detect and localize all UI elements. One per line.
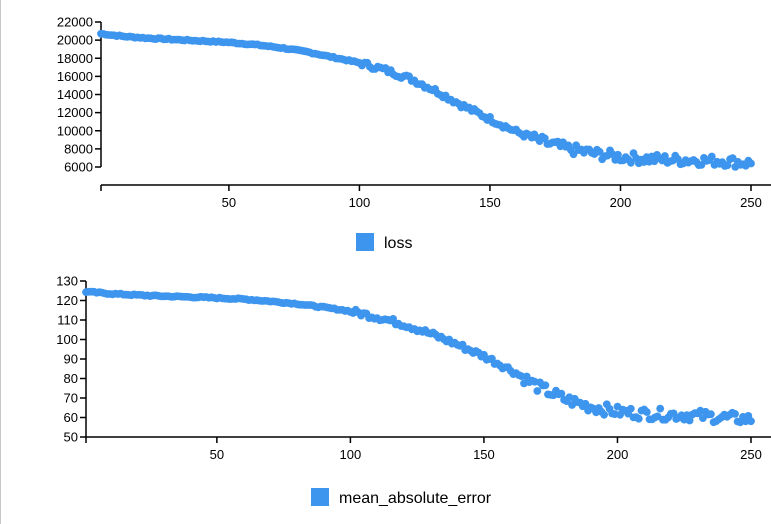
x-tick-label: 250 — [740, 447, 762, 462]
legend-swatch — [311, 488, 329, 506]
data-point — [707, 410, 715, 419]
data-point — [533, 387, 542, 395]
y-tick-label: 22000 — [57, 15, 93, 30]
data-point — [642, 408, 651, 416]
data-point — [747, 417, 755, 426]
y-tick-label: 12000 — [57, 105, 93, 120]
data-point — [723, 161, 732, 170]
data-point — [685, 416, 694, 425]
y-tick-label: 60 — [64, 410, 78, 425]
y-tick-label: 50 — [64, 430, 78, 445]
legend: mean_absolute_error — [311, 488, 492, 507]
y-tick-label: 10000 — [57, 123, 93, 138]
chart-mae: 50 60 70 80 90 100 110 120 130 50 100 150 200 250 mean… — [56, 274, 771, 507]
x-tick-label: 50 — [222, 195, 236, 210]
y-axis: 50 60 70 80 90 100 110 120 130 — [56, 274, 87, 445]
y-tick-label: 130 — [56, 274, 78, 289]
y-tick-label: 16000 — [57, 69, 93, 84]
x-axis: 50 100 150 200 250 — [100, 184, 771, 210]
data-point — [634, 414, 643, 423]
y-tick-label: 100 — [56, 332, 78, 347]
x-tick-label: 100 — [340, 447, 362, 462]
y-tick-label: 120 — [56, 293, 78, 308]
y-tick-label: 90 — [64, 352, 78, 367]
data-point — [747, 159, 755, 168]
y-tick-label: 80 — [64, 371, 78, 386]
data-point — [595, 147, 604, 156]
chart-loss: 6000 8000 10000 12000 14000 16000 18000 20000 22… — [57, 15, 771, 252]
series-loss — [97, 29, 755, 171]
y-tick-label: 8000 — [64, 141, 93, 156]
series-mae — [82, 287, 755, 427]
data-point — [661, 152, 669, 160]
x-axis: 50 100 150 200 250 — [85, 436, 771, 462]
y-tick-label: 70 — [64, 391, 78, 406]
data-point — [626, 404, 635, 413]
data-point — [627, 158, 635, 167]
x-tick-label: 250 — [740, 195, 762, 210]
x-tick-label: 200 — [607, 447, 629, 462]
legend-label: loss — [384, 235, 412, 252]
x-tick-label: 50 — [210, 447, 224, 462]
y-tick-label: 14000 — [57, 87, 93, 102]
x-tick-label: 150 — [473, 447, 495, 462]
y-tick-label: 20000 — [57, 33, 93, 48]
data-point — [731, 410, 739, 418]
legend-label: mean_absolute_error — [339, 490, 492, 507]
x-tick-label: 200 — [610, 195, 632, 210]
data-point — [656, 404, 665, 413]
data-point — [557, 389, 566, 398]
x-tick-label: 100 — [349, 195, 371, 210]
y-tick-label: 110 — [57, 313, 78, 328]
y-axis: 6000 8000 10000 12000 14000 16000 18000 20000 22… — [57, 15, 102, 175]
data-point — [707, 152, 716, 161]
data-point — [541, 381, 550, 390]
y-tick-label: 18000 — [57, 51, 93, 66]
x-tick-label: 150 — [479, 195, 501, 210]
legend-swatch — [356, 233, 374, 251]
window-edge — [0, 0, 1, 524]
data-point — [600, 410, 608, 419]
legend: loss — [356, 233, 412, 252]
y-tick-label: 6000 — [64, 160, 93, 175]
